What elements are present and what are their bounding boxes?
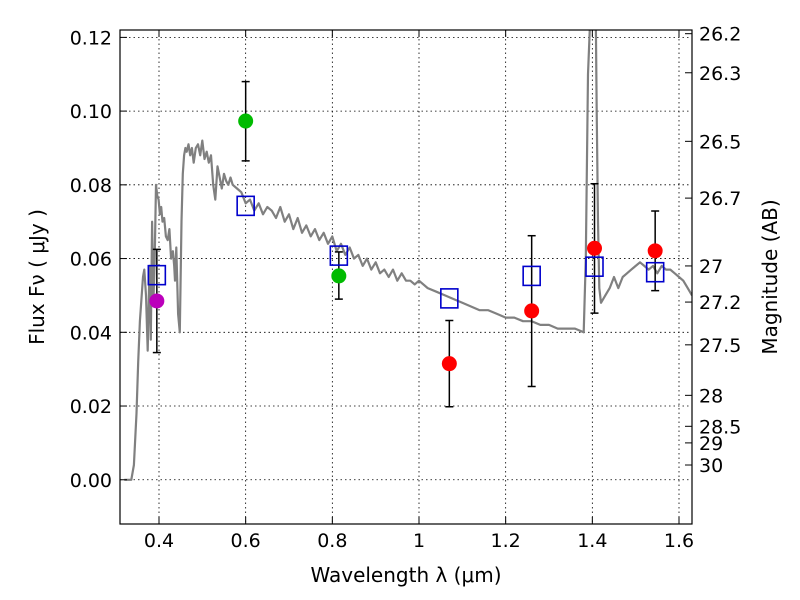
x-axis-label: Wavelength λ (μm) [310, 563, 501, 587]
right-tick-label: 26.5 [699, 131, 741, 153]
x-tick-label: 1.2 [491, 530, 521, 552]
observed-point-marker [238, 113, 254, 129]
observed-point-marker [647, 243, 663, 259]
observed-point-marker [331, 268, 347, 284]
model-square-marker [522, 265, 541, 287]
right-tick-label: 30 [699, 455, 723, 477]
observed-point-marker [441, 356, 457, 372]
observed-point-marker [587, 240, 602, 256]
right-tick-label: 27 [699, 256, 723, 278]
x-tick-label: 0.4 [144, 530, 174, 552]
y-tick-label: 0.00 [70, 470, 112, 492]
observed-point-marker [149, 293, 165, 309]
right-tick-label: 27.2 [699, 292, 741, 314]
right-tick-label: 26.2 [699, 24, 741, 46]
x-tick-label: 1.6 [664, 530, 694, 552]
x-tick-label: 1.4 [577, 530, 607, 552]
model-square-marker [236, 195, 255, 217]
right-tick-label: 29 [699, 433, 723, 455]
y-tick-label: 0.08 [70, 175, 112, 197]
right-axis-label: Magnitude (AB) [758, 199, 782, 354]
observed-point-marker [524, 303, 540, 319]
right-tick-label: 28.5 [699, 416, 741, 438]
grid [120, 30, 692, 524]
model-square-marker [329, 245, 349, 266]
plot-area [124, 30, 692, 481]
sed-line [124, 30, 692, 481]
x-tick-label: 1 [413, 530, 425, 552]
model-square-marker [585, 256, 604, 277]
x-tick-label: 0.8 [317, 530, 347, 552]
model-square-marker [440, 288, 459, 309]
y-tick-label: 0.06 [70, 249, 112, 271]
model-square-marker [147, 264, 167, 286]
right-tick-label: 28 [699, 385, 723, 407]
y-tick-label: 0.12 [70, 27, 112, 49]
y-tick-label: 0.10 [70, 101, 112, 123]
right-tick-label: 26.7 [699, 188, 741, 210]
axis-ticks: 0.4 0.6 0.8 1 1.2 1.4 1.6 0.00 0.02 0.04 0.06 0.08 0… [70, 24, 742, 552]
y-tick-label: 0.02 [70, 396, 112, 418]
model-square-marker [645, 261, 665, 283]
right-tick-label: 26.3 [699, 63, 741, 85]
plot-frame [119, 29, 693, 525]
x-tick-label: 0.6 [231, 530, 261, 552]
right-tick-label: 27.5 [699, 335, 741, 357]
y-tick-label: 0.04 [70, 322, 112, 344]
y-axis-label: Flux Fν ( μJy ) [25, 209, 49, 345]
